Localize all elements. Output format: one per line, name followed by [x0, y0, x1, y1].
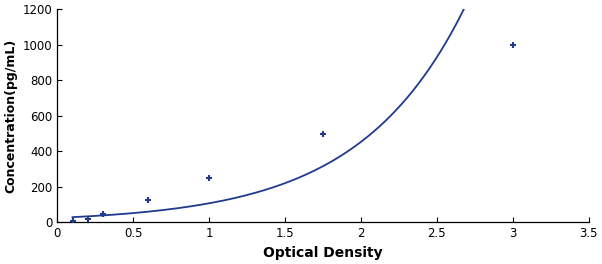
Y-axis label: Concentration(pg/mL): Concentration(pg/mL) — [4, 39, 17, 193]
X-axis label: Optical Density: Optical Density — [263, 246, 383, 260]
